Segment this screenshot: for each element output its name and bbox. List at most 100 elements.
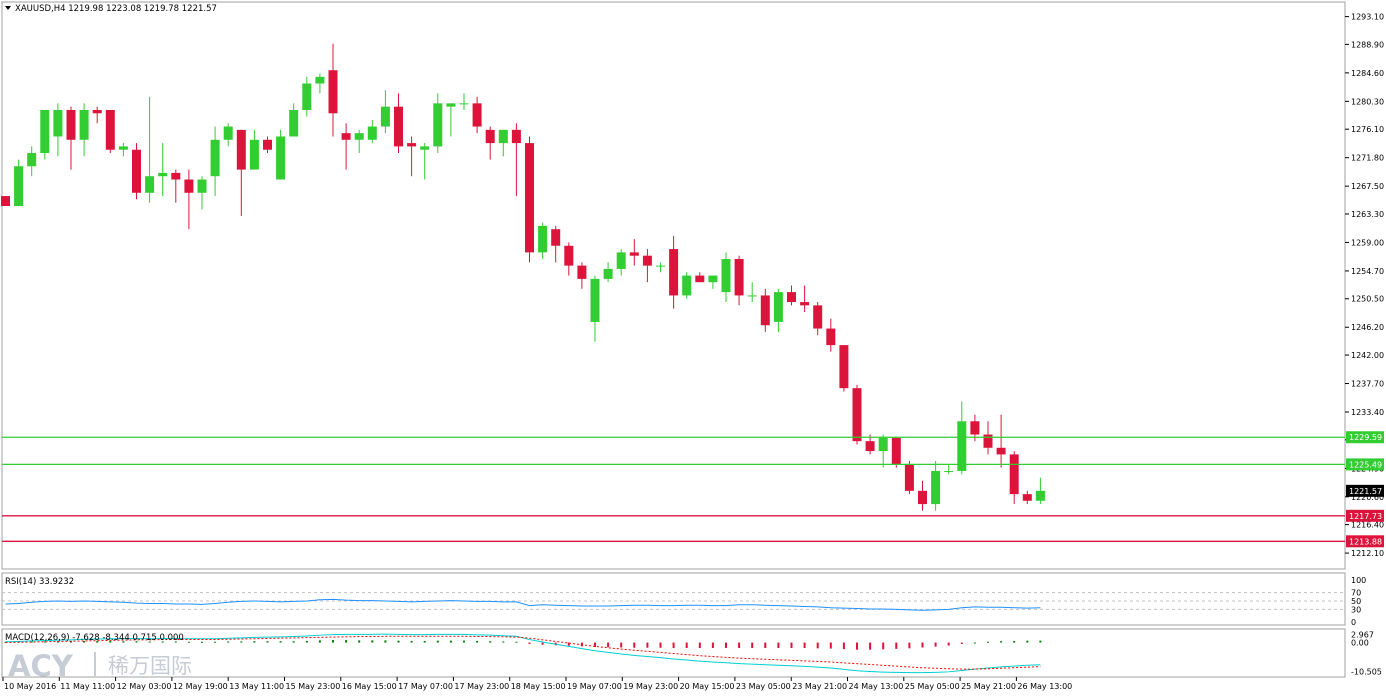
bull-candle <box>145 176 155 193</box>
bull-candle <box>747 295 757 297</box>
current-price-box <box>1346 484 1384 497</box>
bull-candle <box>420 146 430 150</box>
macd-histogram-bar <box>502 641 505 643</box>
macd-histogram-bar <box>987 641 989 643</box>
bear-candle <box>105 109 115 150</box>
price-tick-label: 1263.30 <box>1351 210 1384 219</box>
bull-candle <box>721 259 731 293</box>
price-tick-label: 1233.40 <box>1351 408 1384 417</box>
macd-histogram-bar <box>790 642 793 649</box>
price-tick-label: 1237.70 <box>1351 380 1384 389</box>
rsi-pane[interactable] <box>2 592 1345 611</box>
macd-histogram-bar <box>227 641 230 643</box>
bear-candle <box>472 103 482 127</box>
bear-candle <box>236 129 246 170</box>
bear-candle <box>852 388 862 442</box>
bull-candle <box>40 109 50 154</box>
macd-histogram-bar <box>423 640 426 643</box>
macd-histogram-bar <box>751 642 754 649</box>
price-tick-label: 1293.10 <box>1351 13 1384 22</box>
macd-histogram-bar <box>266 641 269 643</box>
macd-histogram-bar <box>43 641 46 643</box>
macd-histogram-bar <box>371 640 374 643</box>
time-tick-label: 18 May 15:00 <box>511 682 566 691</box>
time-tick-label: 23 May 21:00 <box>792 682 847 691</box>
macd-histogram-bar <box>973 642 976 644</box>
bear-candle <box>132 149 141 193</box>
rsi-tick-label: 100 <box>1351 576 1366 585</box>
symbol-header: XAUUSD,H4 1219.98 1223.08 1219.78 1221.5… <box>15 4 217 14</box>
bear-candle <box>826 328 836 346</box>
macd-pane[interactable] <box>4 633 1042 674</box>
macd-histogram-bar <box>1026 640 1029 643</box>
price-tick-label: 1259.00 <box>1351 238 1384 247</box>
price-tick-label: 1242.00 <box>1351 351 1384 360</box>
price-tick-label: 1271.80 <box>1351 154 1384 163</box>
bull-candle <box>249 139 259 170</box>
bull-candle <box>27 153 37 167</box>
bull-candle <box>957 421 967 471</box>
price-tick-label: 1250.50 <box>1351 295 1384 304</box>
macd-histogram-bar <box>764 642 767 649</box>
macd-histogram-bar <box>541 642 544 645</box>
acy-logo: ACY 稀万国际 <box>8 649 192 683</box>
macd-histogram-bar <box>70 641 72 643</box>
macd-histogram-bar <box>109 640 112 643</box>
bull-candle <box>944 470 954 472</box>
level-price-box <box>1346 431 1384 444</box>
time-tick-label: 25 May 05:00 <box>905 682 960 691</box>
bear-candle <box>891 437 901 465</box>
bull-candle <box>276 136 286 180</box>
macd-histogram-bar <box>856 642 858 650</box>
bull-candle <box>315 76 325 84</box>
bear-candle <box>642 255 652 266</box>
macd-histogram-bar <box>279 641 282 643</box>
macd-histogram-bar <box>646 642 649 648</box>
bear-candle <box>485 129 495 144</box>
macd-histogram-bar <box>161 641 164 643</box>
bull-candle <box>14 166 24 207</box>
bull-candle <box>538 225 548 253</box>
macd-histogram-bar <box>594 642 596 647</box>
bear-candle <box>904 464 914 491</box>
macd-histogram-bar <box>869 642 872 650</box>
macd-histogram-bar <box>960 642 963 644</box>
bear-candle <box>564 245 574 266</box>
bear-candle <box>760 295 770 326</box>
bear-candle <box>1022 494 1032 501</box>
macd-histogram-bar <box>292 641 295 643</box>
bear-candle <box>407 143 417 147</box>
time-tick-label: 25 May 21:00 <box>961 682 1016 691</box>
time-tick-label: 19 May 23:00 <box>623 682 678 691</box>
bear-candle <box>394 106 403 147</box>
bear-candle <box>1009 454 1019 495</box>
time-tick-label: 15 May 23:00 <box>286 682 341 691</box>
macd-tick-label: -10.505 <box>1351 667 1382 676</box>
candlestick-pane[interactable] <box>1 43 1345 542</box>
macd-label: MACD(12,26,9) -7.628 -8.344 0.715 0.000 <box>5 633 184 643</box>
bear-candle <box>983 434 993 448</box>
bull-candle <box>878 437 888 452</box>
bear-candle <box>263 139 272 150</box>
level-price-label: 1229.59 <box>1349 433 1382 442</box>
bear-candle <box>66 109 76 140</box>
bear-candle <box>695 275 705 283</box>
macd-histogram-bar <box>96 640 99 643</box>
macd-tick-label: 2.967 <box>1351 630 1374 639</box>
macd-histogram-bar <box>476 640 479 643</box>
time-tick-label: 12 May 19:00 <box>173 682 228 691</box>
macd-histogram-bar <box>253 641 256 643</box>
macd-histogram-bar <box>882 642 885 650</box>
macd-histogram-bar <box>358 640 361 643</box>
macd-histogram-bar <box>135 641 138 643</box>
bull-candle <box>603 268 613 279</box>
macd-histogram-bar <box>83 640 86 643</box>
bear-candle <box>669 249 679 296</box>
menu-triangle-icon[interactable] <box>5 6 11 10</box>
bear-candle <box>1 196 10 207</box>
bear-candle <box>787 292 796 303</box>
time-tick-label: 11 May 11:00 <box>60 682 115 691</box>
price-tick-label: 1220.60 <box>1351 493 1384 502</box>
bull-candle <box>79 109 89 140</box>
